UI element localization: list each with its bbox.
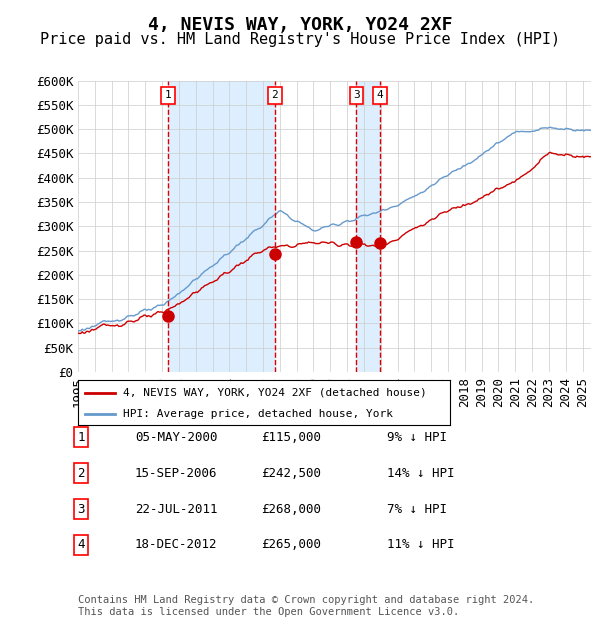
Text: Price paid vs. HM Land Registry's House Price Index (HPI): Price paid vs. HM Land Registry's House …	[40, 32, 560, 47]
Text: 2: 2	[77, 467, 85, 479]
Text: 9% ↓ HPI: 9% ↓ HPI	[387, 431, 447, 443]
Text: 4: 4	[377, 90, 383, 100]
Text: 3: 3	[353, 90, 360, 100]
Text: 2: 2	[272, 90, 278, 100]
Text: 11% ↓ HPI: 11% ↓ HPI	[387, 539, 455, 551]
Bar	[168, 81, 275, 372]
Text: 05-MAY-2000: 05-MAY-2000	[135, 431, 218, 443]
Text: 14% ↓ HPI: 14% ↓ HPI	[387, 467, 455, 479]
Text: 4, NEVIS WAY, YORK, YO24 2XF (detached house): 4, NEVIS WAY, YORK, YO24 2XF (detached h…	[122, 388, 427, 397]
Text: £115,000: £115,000	[261, 431, 321, 443]
Text: 4: 4	[77, 539, 85, 551]
Text: 1: 1	[164, 90, 172, 100]
Text: Contains HM Land Registry data © Crown copyright and database right 2024.
This d: Contains HM Land Registry data © Crown c…	[78, 595, 534, 617]
Text: 22-JUL-2011: 22-JUL-2011	[135, 503, 218, 515]
Text: £265,000: £265,000	[261, 539, 321, 551]
Text: HPI: Average price, detached house, York: HPI: Average price, detached house, York	[122, 409, 392, 419]
Text: £268,000: £268,000	[261, 503, 321, 515]
Text: 7% ↓ HPI: 7% ↓ HPI	[387, 503, 447, 515]
Text: 4, NEVIS WAY, YORK, YO24 2XF: 4, NEVIS WAY, YORK, YO24 2XF	[148, 16, 452, 33]
Bar	[356, 81, 380, 372]
Text: 15-SEP-2006: 15-SEP-2006	[135, 467, 218, 479]
Text: 3: 3	[77, 503, 85, 515]
Text: £242,500: £242,500	[261, 467, 321, 479]
Text: 1: 1	[77, 431, 85, 443]
Text: 18-DEC-2012: 18-DEC-2012	[135, 539, 218, 551]
